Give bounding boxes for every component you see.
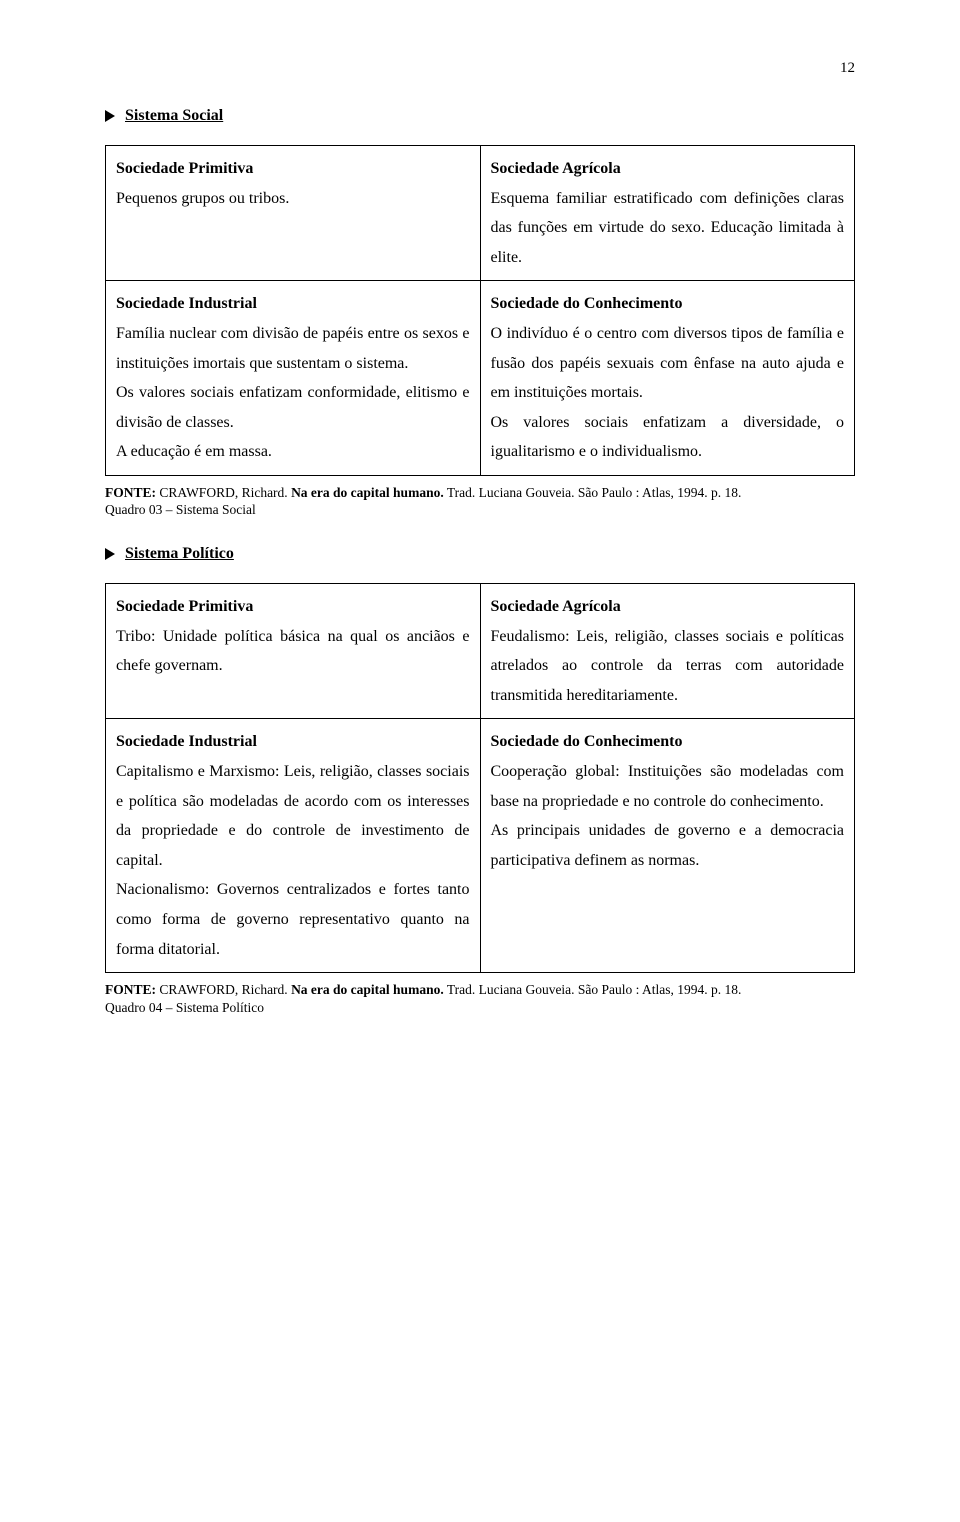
footnote-source: FONTE: [105, 485, 159, 500]
footnote-sistema-social: FONTE: CRAWFORD, Richard. Na era do capi… [105, 484, 855, 519]
cell-heading: Sociedade Primitiva [116, 154, 470, 184]
cell-heading: Sociedade Industrial [116, 289, 470, 319]
footnote-rest: Trad. Luciana Gouveia. São Paulo : Atlas… [444, 982, 742, 997]
cell-conhecimento: Sociedade do Conhecimento Cooperação glo… [480, 719, 855, 973]
footnote-quadro: Quadro 03 – Sistema Social [105, 502, 256, 517]
cell-body: O indivíduo é o centro com diversos tipo… [491, 319, 845, 467]
footnote-title: Na era do capital humano. [291, 485, 444, 500]
cell-heading: Sociedade Industrial [116, 727, 470, 757]
table-row: Sociedade Industrial Família nuclear com… [106, 281, 855, 476]
cell-body: Pequenos grupos ou tribos. [116, 184, 470, 214]
footnote-author: CRAWFORD, Richard. [159, 485, 291, 500]
cell-primitiva: Sociedade Primitiva Tribo: Unidade polít… [106, 584, 481, 719]
footnote-quadro: Quadro 04 – Sistema Político [105, 1000, 264, 1015]
cell-agricola: Sociedade Agrícola Esquema familiar estr… [480, 146, 855, 281]
cell-body: Família nuclear com divisão de papéis en… [116, 319, 470, 467]
section-title: Sistema Político [125, 545, 234, 563]
table-row: Sociedade Industrial Capitalismo e Marxi… [106, 719, 855, 973]
cell-agricola: Sociedade Agrícola Feudalismo: Leis, rel… [480, 584, 855, 719]
table-row: Sociedade Primitiva Pequenos grupos ou t… [106, 146, 855, 281]
page-number: 12 [105, 60, 855, 77]
table-row: Sociedade Primitiva Tribo: Unidade polít… [106, 584, 855, 719]
cell-heading: Sociedade Primitiva [116, 592, 470, 622]
cell-primitiva: Sociedade Primitiva Pequenos grupos ou t… [106, 146, 481, 281]
cell-industrial: Sociedade Industrial Família nuclear com… [106, 281, 481, 476]
footnote-author: CRAWFORD, Richard. [159, 982, 291, 997]
table-sistema-politico: Sociedade Primitiva Tribo: Unidade polít… [105, 583, 855, 973]
chevron-icon [105, 548, 115, 560]
cell-body: Esquema familiar estratificado com defin… [491, 184, 845, 273]
section-title: Sistema Social [125, 107, 223, 125]
cell-body: Feudalismo: Leis, religião, classes soci… [491, 622, 845, 711]
footnote-title: Na era do capital humano. [291, 982, 444, 997]
section-heading-sistema-politico: Sistema Político [105, 545, 855, 563]
cell-heading: Sociedade Agrícola [491, 592, 845, 622]
cell-conhecimento: Sociedade do Conhecimento O indivíduo é … [480, 281, 855, 476]
chevron-icon [105, 110, 115, 122]
cell-body: Cooperação global: Instituições são mode… [491, 757, 845, 875]
footnote-source: FONTE: [105, 982, 159, 997]
cell-heading: Sociedade Agrícola [491, 154, 845, 184]
cell-heading: Sociedade do Conhecimento [491, 727, 845, 757]
cell-body: Tribo: Unidade política básica na qual o… [116, 622, 470, 681]
cell-industrial: Sociedade Industrial Capitalismo e Marxi… [106, 719, 481, 973]
table-sistema-social: Sociedade Primitiva Pequenos grupos ou t… [105, 145, 855, 476]
footnote-rest: Trad. Luciana Gouveia. São Paulo : Atlas… [444, 485, 742, 500]
cell-body: Capitalismo e Marxismo: Leis, religião, … [116, 757, 470, 964]
section-heading-sistema-social: Sistema Social [105, 107, 855, 125]
footnote-sistema-politico: FONTE: CRAWFORD, Richard. Na era do capi… [105, 981, 855, 1016]
cell-heading: Sociedade do Conhecimento [491, 289, 845, 319]
